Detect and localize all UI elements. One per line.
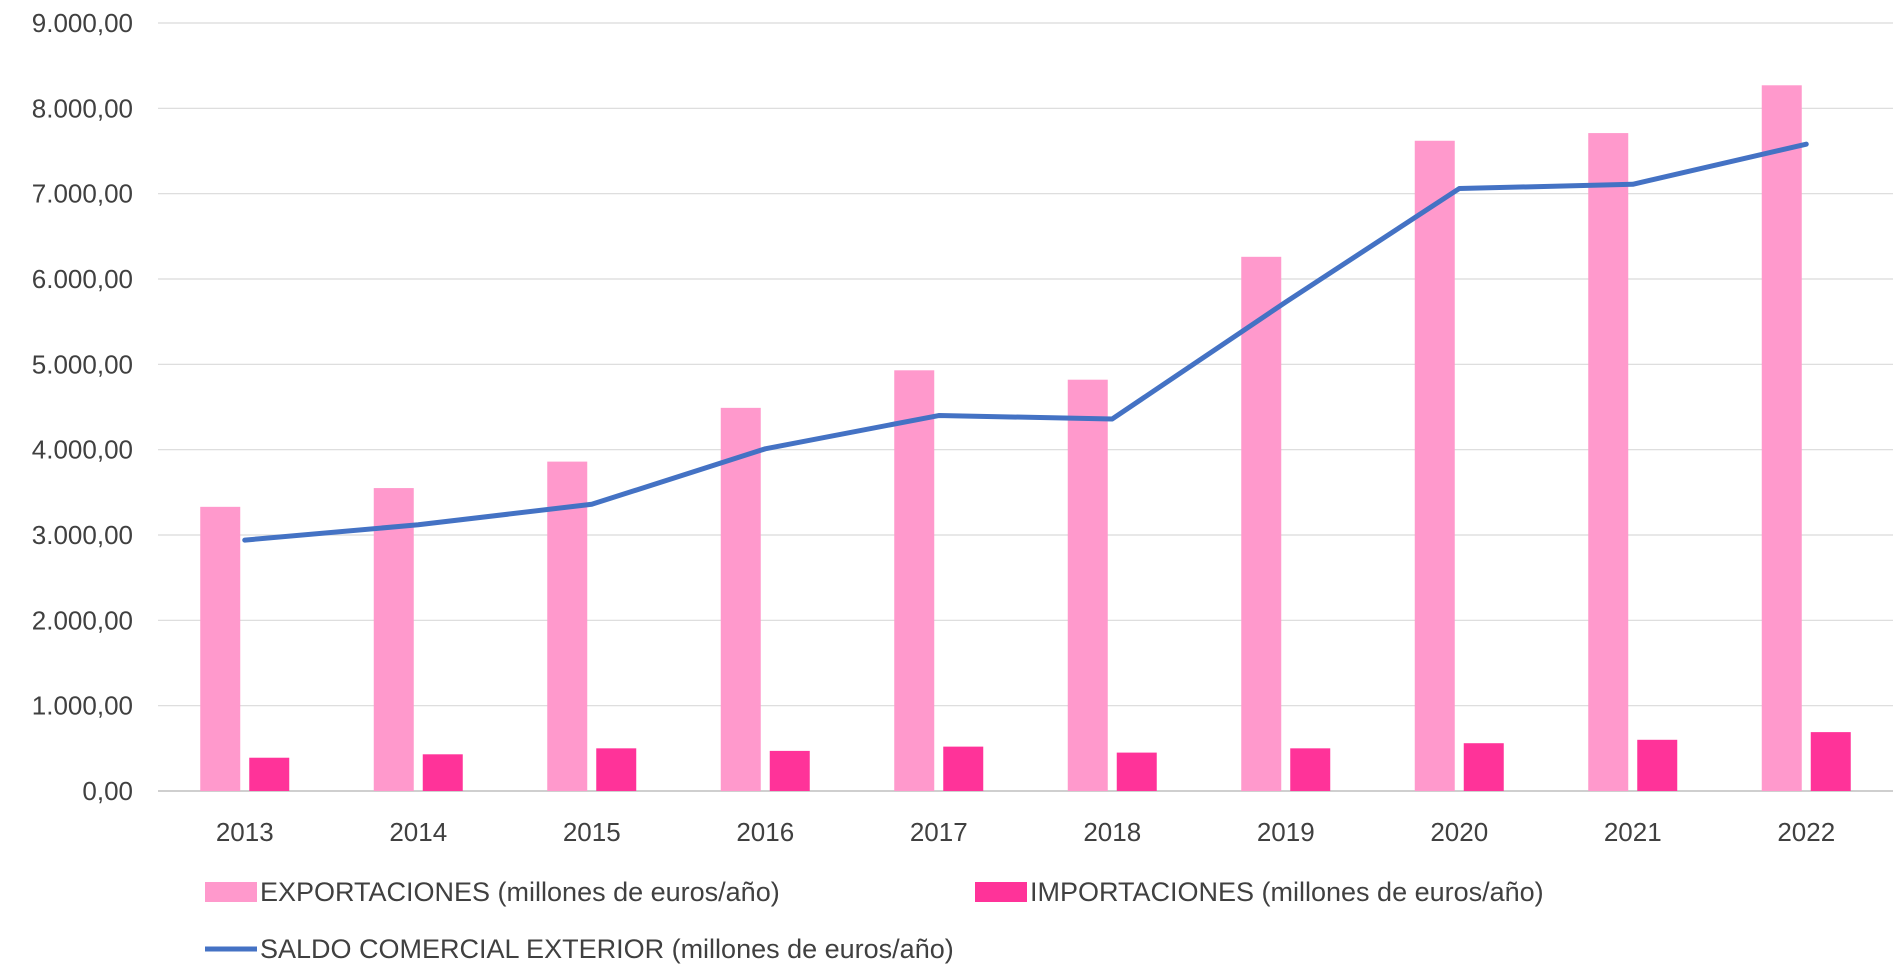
series-line-balance [242, 141, 1809, 543]
balance-line [242, 141, 1809, 543]
bar-imports [1290, 748, 1331, 791]
bar-imports [1637, 739, 1678, 791]
x-tick-label: 2019 [1257, 817, 1315, 847]
y-tick-label: 3.000,00 [32, 520, 133, 550]
y-tick-label: 1.000,00 [32, 691, 133, 721]
bar-exports [200, 506, 241, 791]
y-tick-label: 5.000,00 [32, 349, 133, 379]
bar-exports [547, 461, 588, 791]
y-tick-label: 8.000,00 [32, 93, 133, 123]
bar-exports [1761, 85, 1802, 791]
bar-exports [720, 407, 761, 791]
y-tick-label: 6.000,00 [32, 264, 133, 294]
x-tick-label: 2017 [910, 817, 968, 847]
x-tick-label: 2018 [1083, 817, 1141, 847]
bar-imports [1810, 732, 1851, 791]
bar-exports [1588, 133, 1629, 791]
bar-imports [1463, 743, 1504, 791]
y-tick-label: 2.000,00 [32, 605, 133, 635]
x-tick-label: 2016 [736, 817, 794, 847]
x-tick-label: 2022 [1777, 817, 1835, 847]
y-tick-label: 7.000,00 [32, 179, 133, 209]
legend-label-imports: IMPORTACIONES (millones de euros/año) [1030, 877, 1544, 907]
x-tick-label: 2014 [389, 817, 447, 847]
bar-exports [1067, 379, 1108, 791]
legend-swatch-exports [205, 882, 257, 902]
x-tick-label: 2013 [216, 817, 274, 847]
legend: EXPORTACIONES (millones de euros/año) IM… [205, 877, 1544, 964]
x-tick-label: 2021 [1604, 817, 1662, 847]
bar-imports [249, 757, 290, 791]
bar-exports [1414, 140, 1455, 791]
y-axis-tick-labels: 0,00 1.000,00 2.000,00 3.000,00 4.000,00 5.00… [32, 8, 133, 806]
bar-exports [1241, 256, 1282, 791]
bar-imports [1116, 752, 1157, 791]
legend-label-balance: SALDO COMERCIAL EXTERIOR (millones de eu… [260, 934, 954, 964]
x-tick-label: 2020 [1430, 817, 1488, 847]
bar-exports [373, 488, 414, 791]
bars [200, 85, 1851, 791]
bar-imports [422, 754, 463, 791]
legend-swatch-imports [975, 882, 1027, 902]
x-tick-label: 2015 [563, 817, 621, 847]
y-tick-label: 9.000,00 [32, 8, 133, 38]
bar-imports [596, 748, 637, 791]
bar-exports [894, 370, 935, 791]
x-axis-tick-labels: 2013 2014 2015 2016 2017 2018 2019 2020 2021 2022 [216, 817, 1835, 847]
bar-imports [769, 750, 810, 791]
bar-imports [943, 746, 984, 791]
legend-label-exports: EXPORTACIONES (millones de euros/año) [260, 877, 780, 907]
y-tick-label: 4.000,00 [32, 435, 133, 465]
gridlines [158, 22, 1893, 792]
y-tick-label: 0,00 [82, 776, 133, 806]
